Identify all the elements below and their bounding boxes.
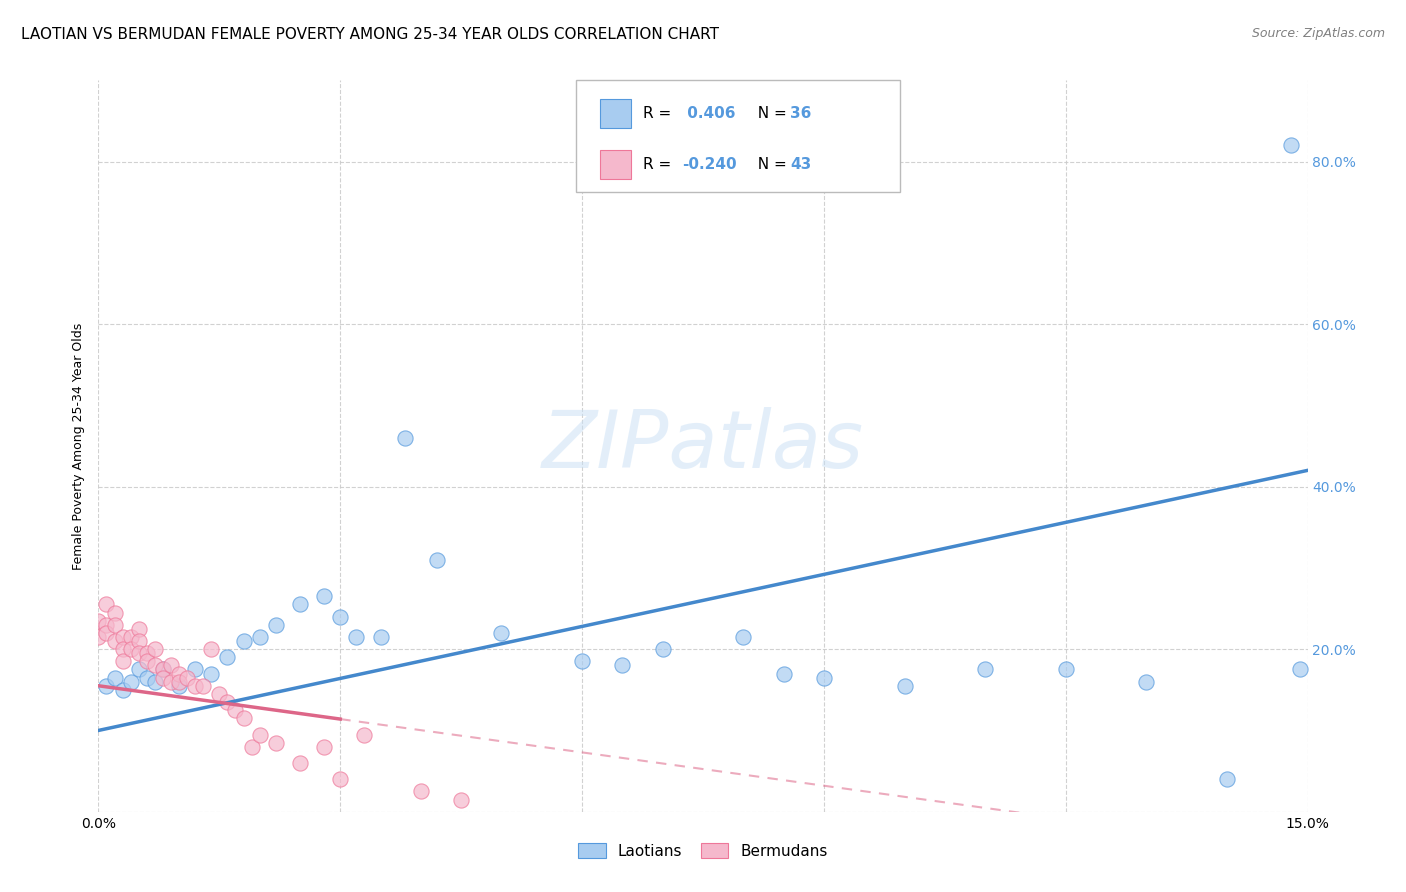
Text: -0.240: -0.240	[682, 157, 737, 172]
Point	[200, 666, 222, 681]
Text: 43: 43	[790, 157, 811, 172]
Point	[232, 711, 254, 725]
Point	[288, 756, 311, 770]
Point	[200, 642, 222, 657]
Point	[1288, 663, 1310, 677]
Point	[733, 630, 755, 644]
Point	[571, 654, 593, 668]
Point	[264, 736, 287, 750]
Text: R =: R =	[643, 157, 676, 172]
Point	[96, 679, 118, 693]
Point	[111, 654, 134, 668]
Point	[128, 646, 150, 660]
Point	[135, 646, 157, 660]
Point	[96, 598, 118, 612]
Point	[120, 630, 142, 644]
Point	[240, 739, 263, 754]
Point	[1135, 674, 1157, 689]
Text: LAOTIAN VS BERMUDAN FEMALE POVERTY AMONG 25-34 YEAR OLDS CORRELATION CHART: LAOTIAN VS BERMUDAN FEMALE POVERTY AMONG…	[21, 27, 718, 42]
Point	[353, 727, 375, 741]
Point	[167, 674, 190, 689]
Point	[103, 606, 125, 620]
Point	[329, 609, 352, 624]
Point	[893, 679, 915, 693]
Point	[103, 617, 125, 632]
Point	[344, 630, 367, 644]
Point	[111, 642, 134, 657]
Point	[612, 658, 634, 673]
Point	[111, 682, 134, 697]
Text: 36: 36	[790, 106, 811, 121]
Point	[87, 630, 110, 644]
Point	[232, 634, 254, 648]
Point	[135, 654, 157, 668]
Text: N =: N =	[748, 157, 792, 172]
Point	[128, 663, 150, 677]
Point	[314, 590, 336, 604]
Point	[1216, 772, 1239, 787]
Point	[1281, 138, 1303, 153]
Text: N =: N =	[748, 106, 792, 121]
Point	[394, 431, 416, 445]
Point	[1054, 663, 1077, 677]
Point	[208, 687, 231, 701]
Point	[249, 727, 271, 741]
Text: Source: ZipAtlas.com: Source: ZipAtlas.com	[1251, 27, 1385, 40]
Point	[409, 784, 432, 798]
Point	[167, 666, 190, 681]
Point	[111, 630, 134, 644]
Point	[288, 598, 311, 612]
Point	[264, 617, 287, 632]
Text: ZIPatlas: ZIPatlas	[541, 407, 865, 485]
Point	[128, 634, 150, 648]
Point	[152, 671, 174, 685]
Text: 0.406: 0.406	[682, 106, 735, 121]
Point	[314, 739, 336, 754]
Point	[772, 666, 794, 681]
Point	[450, 792, 472, 806]
Point	[184, 679, 207, 693]
Point	[96, 617, 118, 632]
Point	[143, 658, 166, 673]
Point	[426, 553, 449, 567]
Point	[143, 642, 166, 657]
Point	[87, 614, 110, 628]
Point	[135, 671, 157, 685]
Point	[96, 626, 118, 640]
Point	[128, 622, 150, 636]
Point	[152, 663, 174, 677]
Point	[217, 650, 239, 665]
Point	[103, 634, 125, 648]
Point	[974, 663, 997, 677]
Point	[103, 671, 125, 685]
Point	[120, 642, 142, 657]
Point	[143, 674, 166, 689]
Point	[491, 626, 513, 640]
Point	[193, 679, 215, 693]
Point	[176, 671, 198, 685]
Text: R =: R =	[643, 106, 676, 121]
Point	[152, 663, 174, 677]
Point	[224, 703, 246, 717]
Point	[249, 630, 271, 644]
Point	[329, 772, 352, 787]
Point	[184, 663, 207, 677]
Point	[167, 679, 190, 693]
Point	[370, 630, 392, 644]
Point	[160, 674, 183, 689]
Point	[160, 658, 183, 673]
Point	[217, 695, 239, 709]
Legend: Laotians, Bermudans: Laotians, Bermudans	[571, 835, 835, 866]
Y-axis label: Female Poverty Among 25-34 Year Olds: Female Poverty Among 25-34 Year Olds	[72, 322, 86, 570]
Point	[120, 674, 142, 689]
Point	[813, 671, 835, 685]
Point	[651, 642, 673, 657]
